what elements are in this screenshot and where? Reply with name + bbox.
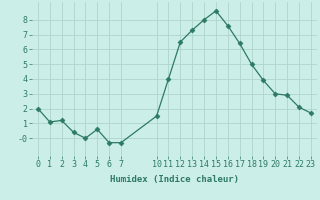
X-axis label: Humidex (Indice chaleur): Humidex (Indice chaleur)	[110, 175, 239, 184]
